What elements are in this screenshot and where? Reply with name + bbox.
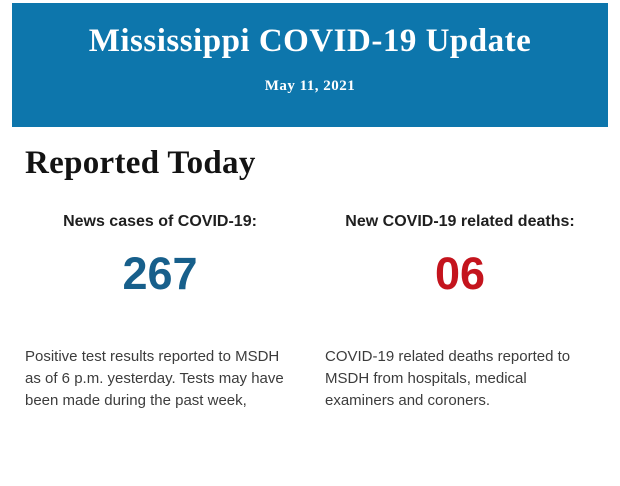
stat-new-deaths-description: COVID-19 related deaths reported to MSDH… bbox=[325, 348, 571, 409]
covid-update-page: Mississippi COVID-19 Update May 11, 2021… bbox=[0, 3, 620, 486]
banner-date: May 11, 2021 bbox=[264, 78, 356, 94]
section-heading: Reported Today bbox=[25, 145, 256, 181]
stat-new-cases-label: News cases of COVID-19: bbox=[63, 213, 257, 230]
stat-new-deaths-value: 06 bbox=[434, 248, 486, 299]
stat-new-cases-description: Positive test results reported to MSDH a… bbox=[25, 348, 284, 409]
stats-grid: News cases of COVID-19: 267 Positive tes… bbox=[25, 213, 595, 412]
stat-new-cases-value: 267 bbox=[122, 248, 198, 299]
stat-new-cases: News cases of COVID-19: 267 Positive tes… bbox=[25, 213, 295, 412]
stat-new-deaths: New COVID-19 related deaths: 06 COVID-19… bbox=[325, 213, 595, 412]
banner-title: Mississippi COVID-19 Update bbox=[88, 23, 532, 59]
stat-new-deaths-label: New COVID-19 related deaths: bbox=[345, 213, 575, 230]
banner: Mississippi COVID-19 Update May 11, 2021 bbox=[12, 3, 608, 127]
content-area: Reported Today News cases of COVID-19: 2… bbox=[0, 147, 620, 412]
